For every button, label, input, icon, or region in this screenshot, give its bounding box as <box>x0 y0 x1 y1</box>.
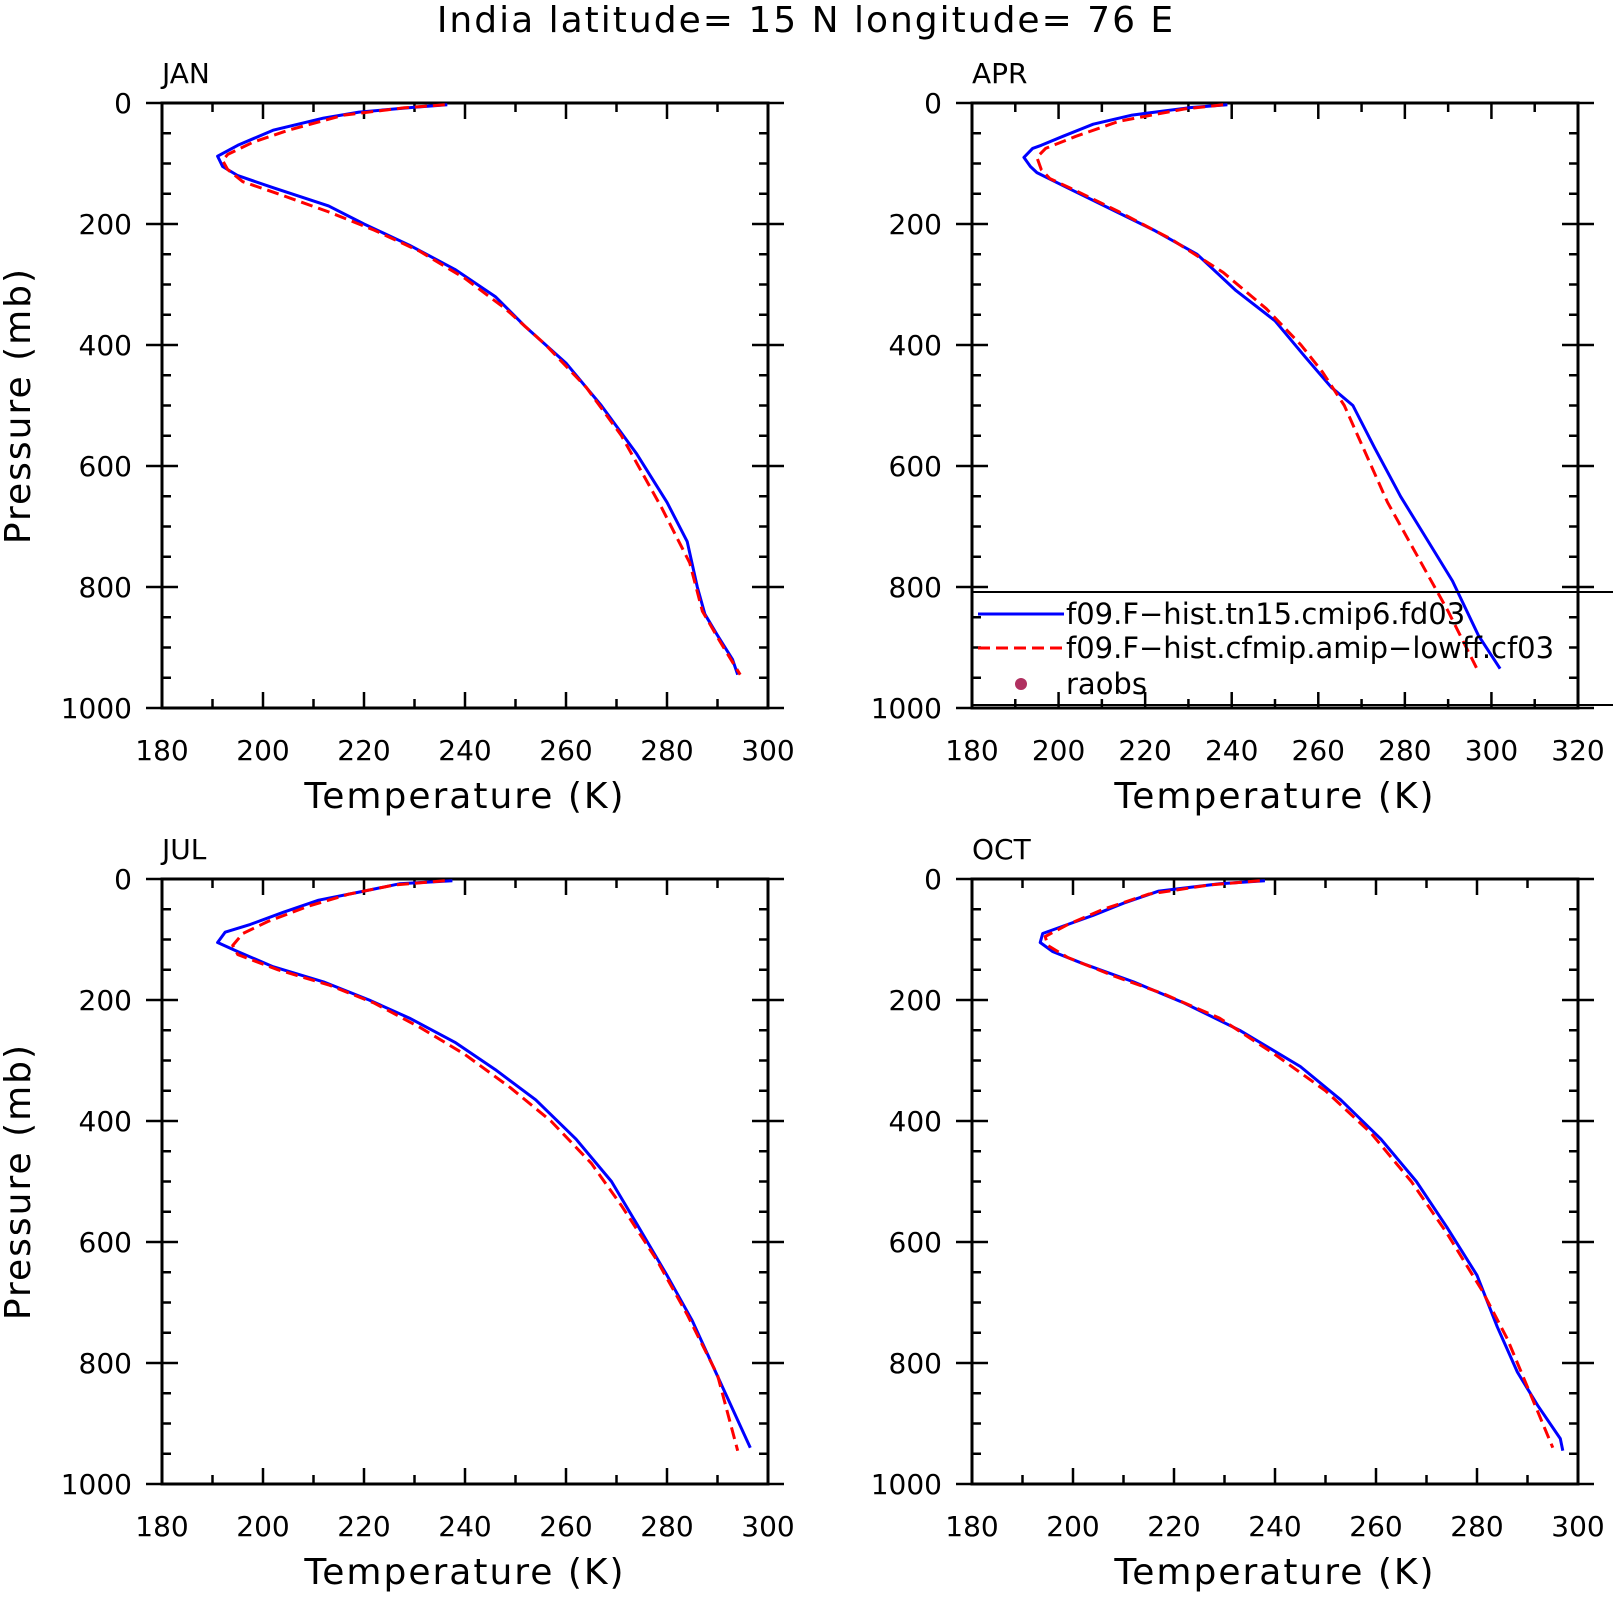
y-tick-label: 0 <box>924 863 942 896</box>
x-tick-label: 260 <box>539 734 592 767</box>
x-tick-label: 280 <box>640 734 693 767</box>
x-tick-label: 220 <box>337 734 390 767</box>
x-tick-label: 200 <box>1032 734 1085 767</box>
legend: f09.F−hist.tn15.cmip6.fd03f09.F−hist.cfm… <box>971 591 1613 706</box>
panel-label: APR <box>972 57 1028 90</box>
y-axis-label: Pressure (mb) <box>0 267 39 544</box>
series-line-cfmip <box>1043 879 1555 1449</box>
x-tick-label: 180 <box>945 734 998 767</box>
legend-marker <box>1015 678 1027 690</box>
x-tick-label: 180 <box>945 1510 998 1543</box>
x-tick-label: 200 <box>236 734 289 767</box>
x-tick-label: 280 <box>640 1510 693 1543</box>
x-tick-label: 260 <box>1349 1510 1402 1543</box>
y-tick-label: 1000 <box>871 692 942 725</box>
panel-label: JAN <box>160 57 210 90</box>
y-tick-label: 400 <box>79 329 132 362</box>
y-tick-label: 200 <box>889 984 942 1017</box>
y-tick-label: 800 <box>889 571 942 604</box>
panels: JAN 180 200 220 240 260 280 300 0 200 400 600 800 100… <box>0 57 1605 1593</box>
x-tick-label: 260 <box>539 1510 592 1543</box>
series-line-cfmip <box>221 103 742 676</box>
x-tick-label: 180 <box>135 734 188 767</box>
x-tick-label: 300 <box>1551 1510 1604 1543</box>
x-tick-label: 280 <box>1378 734 1431 767</box>
x-axis-label: Temperature (K) <box>303 776 625 817</box>
panel-label: OCT <box>972 833 1032 866</box>
y-tick-label: 200 <box>889 208 942 241</box>
x-axis-label: Temperature (K) <box>1113 776 1435 817</box>
x-axis-label: Temperature (K) <box>1113 1552 1435 1593</box>
y-tick-label: 800 <box>79 1347 132 1380</box>
x-tick-label: 300 <box>741 734 794 767</box>
y-tick-label: 1000 <box>61 692 132 725</box>
x-tick-label: 200 <box>1046 1510 1099 1543</box>
y-tick-label: 400 <box>889 1105 942 1138</box>
y-tick-label: 1000 <box>61 1468 132 1501</box>
x-tick-label: 300 <box>741 1510 794 1543</box>
series-line-cmip6 <box>1038 879 1565 1452</box>
legend-label: f09.F−hist.tn15.cmip6.fd03 <box>1066 597 1465 631</box>
y-tick-label: 400 <box>889 329 942 362</box>
y-tick-label: 600 <box>79 450 132 483</box>
y-tick-label: 600 <box>79 1226 132 1259</box>
x-tick-label: 240 <box>438 734 491 767</box>
x-tick-label: 280 <box>1450 1510 1503 1543</box>
x-axis-label: Temperature (K) <box>303 1552 625 1593</box>
legend-label: raobs <box>1066 667 1147 701</box>
x-tick-label: 220 <box>337 1510 390 1543</box>
panel-oct: OCT 180 200 220 240 260 280 300 0 200 400 600 800 100… <box>871 833 1605 1593</box>
y-tick-label: 200 <box>79 984 132 1017</box>
x-tick-label: 320 <box>1551 734 1604 767</box>
series-line-cmip6 <box>216 879 752 1449</box>
y-tick-label: 600 <box>889 1226 942 1259</box>
x-tick-label: 220 <box>1118 734 1171 767</box>
panel-jan: JAN 180 200 220 240 260 280 300 0 200 400 600 800 100… <box>0 57 795 817</box>
y-tick-label: 200 <box>79 208 132 241</box>
x-tick-label: 220 <box>1147 1510 1200 1543</box>
x-tick-label: 240 <box>1205 734 1258 767</box>
series-line-cmip6 <box>216 103 740 676</box>
panel-label: JUL <box>160 833 207 866</box>
y-tick-label: 0 <box>114 863 132 896</box>
x-tick-label: 200 <box>236 1510 289 1543</box>
plot-frame <box>970 877 1580 1486</box>
x-tick-label: 260 <box>1292 734 1345 767</box>
y-tick-label: 800 <box>889 1347 942 1380</box>
panel-jul: JUL 180 200 220 240 260 280 300 0 200 400 600 800 100… <box>0 833 795 1593</box>
x-tick-label: 180 <box>135 1510 188 1543</box>
legend-label: f09.F−hist.cfmip.amip−lowff.cf03 <box>1066 631 1554 665</box>
y-axis-label: Pressure (mb) <box>0 1043 39 1320</box>
plot-frame <box>160 877 770 1486</box>
figure-title: India latitude= 15 N longitude= 76 E <box>437 0 1175 41</box>
y-tick-label: 600 <box>889 450 942 483</box>
y-tick-label: 1000 <box>871 1468 942 1501</box>
x-tick-label: 300 <box>1465 734 1518 767</box>
x-tick-label: 240 <box>1248 1510 1301 1543</box>
y-tick-label: 400 <box>79 1105 132 1138</box>
plot-frame <box>160 101 770 710</box>
panel-apr: APR 180 200 220 240 260 280 300 320 0 200 400 600 800… <box>871 57 1605 817</box>
y-tick-label: 800 <box>79 571 132 604</box>
series-line-cfmip <box>1035 103 1480 673</box>
series-line-cmip6 <box>1022 103 1502 670</box>
y-tick-label: 0 <box>924 87 942 120</box>
y-tick-label: 0 <box>114 87 132 120</box>
x-tick-label: 240 <box>438 1510 491 1543</box>
series-line-cfmip <box>231 879 740 1452</box>
